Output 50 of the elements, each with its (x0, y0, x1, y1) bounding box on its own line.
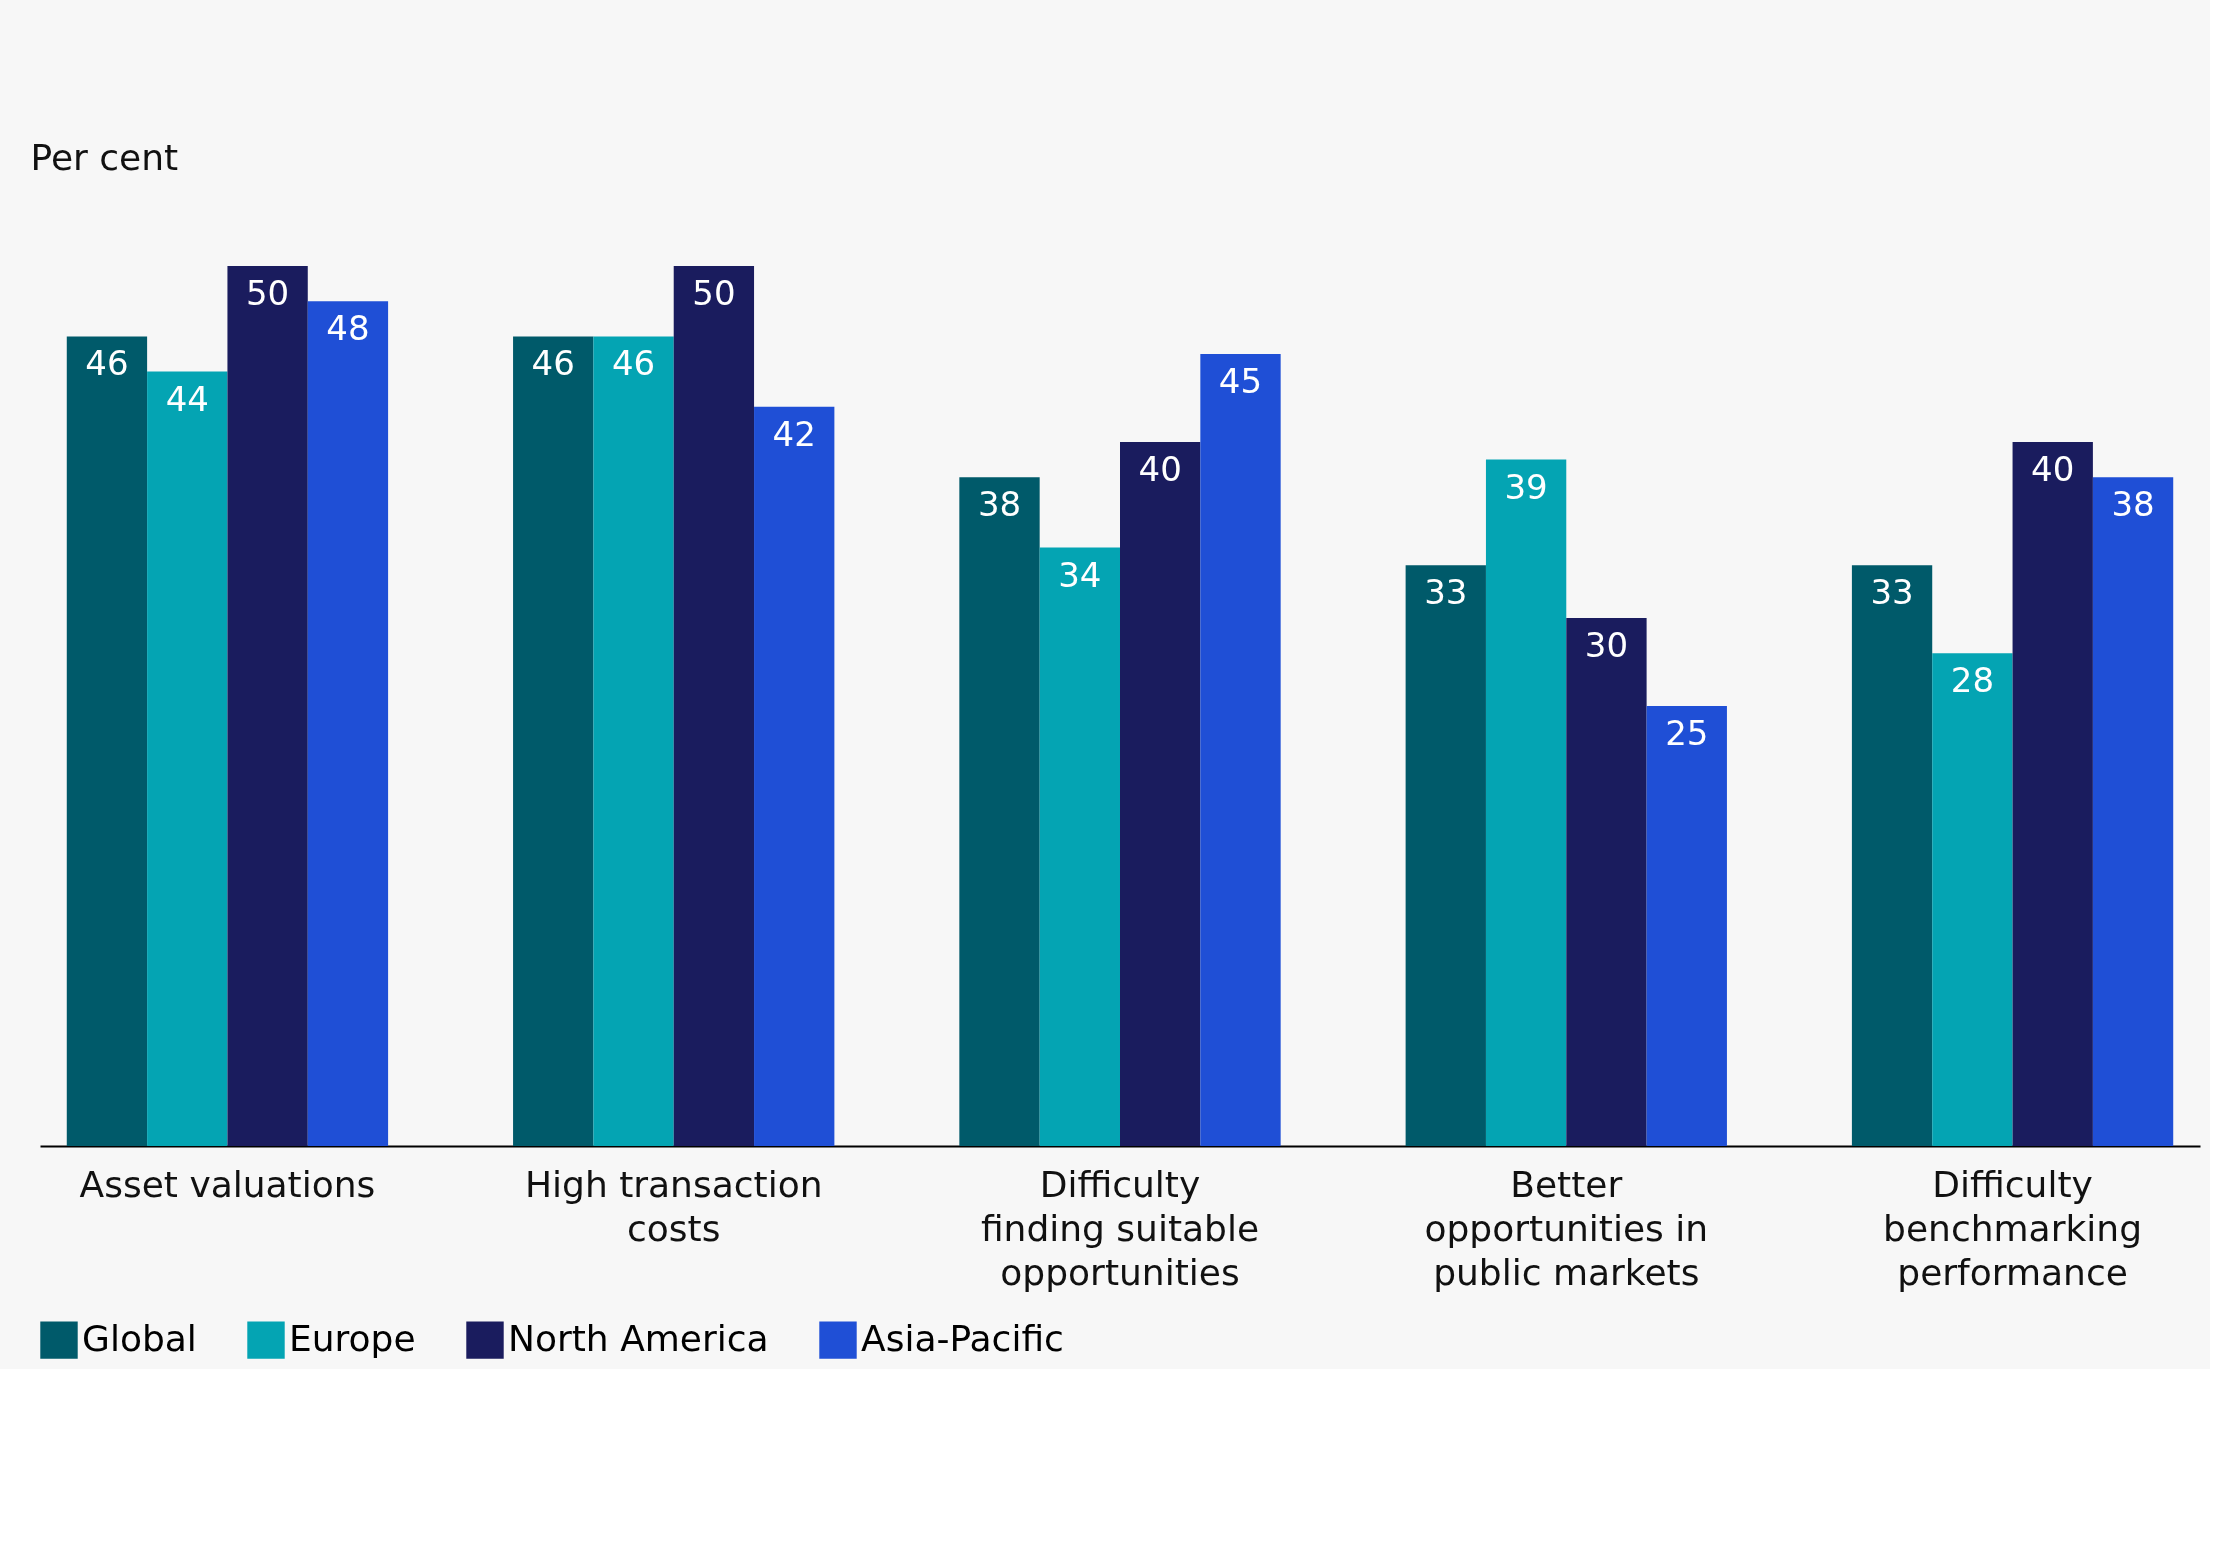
bar (513, 336, 594, 1146)
data-label: 46 (85, 343, 129, 384)
data-label: 40 (2031, 449, 2075, 489)
bar (1200, 354, 1281, 1146)
bar (1120, 442, 1201, 1146)
data-label: 34 (1058, 554, 1102, 595)
bar (1566, 618, 1647, 1146)
data-label: 38 (2111, 484, 2155, 525)
data-label: 40 (1138, 449, 1182, 489)
bar (2012, 442, 2093, 1146)
bar (227, 266, 308, 1146)
bar (1851, 565, 1933, 1146)
legend-label: Europe (289, 1318, 416, 1360)
data-label: 44 (165, 378, 209, 419)
data-label: 38 (977, 484, 1022, 525)
bar (1932, 653, 2013, 1146)
legend-label: North America (508, 1318, 769, 1360)
bar (959, 477, 1040, 1146)
x-tick-label: Difficulty finding suitable opportunities (980, 1163, 1260, 1293)
bar (673, 266, 755, 1146)
y-axis-title: Per cent (30, 136, 179, 178)
data-label: 25 (1665, 713, 1709, 753)
bar (147, 371, 228, 1146)
bar (1039, 547, 1120, 1146)
legend-label: Asia-Pacific (861, 1318, 1064, 1360)
bar (1646, 706, 1727, 1146)
data-label: 28 (1950, 660, 1995, 701)
bar (754, 406, 835, 1146)
x-tick-label: Better opportunities in public markets (1424, 1163, 1709, 1293)
data-label: 50 (245, 273, 290, 313)
legend-label: Global (82, 1318, 197, 1360)
data-label: 33 (1870, 572, 1914, 613)
x-tick-label: Difficulty benchmarking performance (1883, 1163, 2142, 1293)
data-label: 46 (531, 343, 575, 384)
data-label: 33 (1424, 572, 1468, 613)
bar (2092, 477, 2174, 1146)
data-label: 39 (1504, 466, 1548, 507)
bar (1405, 565, 1486, 1146)
bar (1485, 459, 1567, 1146)
data-label: 30 (1584, 625, 1629, 665)
data-label: 48 (326, 308, 370, 349)
data-label: 46 (611, 343, 656, 384)
x-tick-label: High transaction costs (524, 1163, 823, 1249)
data-label: 45 (1218, 361, 1263, 401)
bar (66, 336, 148, 1146)
data-label: 42 (772, 413, 816, 454)
x-tick-label: Asset valuations (79, 1163, 376, 1205)
data-label: 50 (692, 273, 736, 313)
bar (593, 336, 674, 1146)
bar (307, 301, 389, 1146)
